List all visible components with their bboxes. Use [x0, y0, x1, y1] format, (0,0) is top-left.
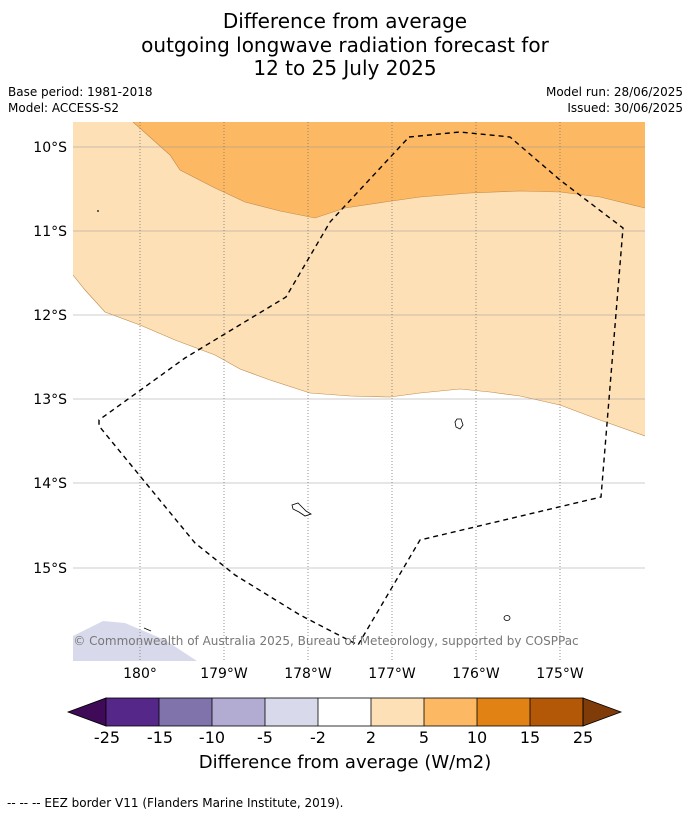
- colorbar-bin-2: [159, 698, 212, 726]
- colorbar-bin-5: [318, 698, 371, 726]
- lon-label-177w: 177°W: [368, 666, 416, 682]
- colorbar-bin-1: [106, 698, 159, 726]
- anomaly-region-2-5: [73, 122, 645, 436]
- lat-label-12s: 12°S: [33, 308, 67, 324]
- lat-label-10s: 10°S: [33, 140, 67, 156]
- island-5: [143, 627, 152, 632]
- lon-label-179w: 179°W: [200, 666, 248, 682]
- lon-label-176w: 176°W: [452, 666, 500, 682]
- model-label: Model: ACCESS-S2: [8, 101, 120, 115]
- lon-label-178w: 178°W: [284, 666, 332, 682]
- island-3: [503, 615, 511, 621]
- colorbar: -25 -15 -10 -5 -2 2 5 10 15 25: [66, 697, 623, 747]
- colorbar-bin-4: [265, 698, 318, 726]
- model-run-label: Model run: 28/06/2025: [545, 85, 683, 99]
- colorbar-extend-low: [66, 697, 107, 727]
- title-line-3: 12 to 25 July 2025: [253, 56, 437, 80]
- colorbar-ticks: -25 -15 -10 -5 -2 2 5 10 15 25: [94, 728, 593, 747]
- colorbar-tick-label: 10: [467, 728, 487, 747]
- lon-label-175w: 175°W: [536, 666, 584, 682]
- eez-border: [98, 131, 624, 646]
- meta-left: Base period: 1981-2018 Model: ACCESS-S2: [8, 84, 153, 116]
- base-period-label: Base period: 1981-2018: [8, 85, 153, 99]
- lat-label-14s: 14°S: [33, 476, 67, 492]
- copyright-text: © Commonwealth of Australia 2025, Bureau…: [73, 634, 578, 648]
- colorbar-tick-label: -10: [199, 728, 225, 747]
- colorbar-bin-3: [212, 698, 265, 726]
- colorbar-tick-label: -25: [94, 728, 120, 747]
- island-2: [291, 502, 312, 517]
- colorbar-extend-high: [582, 697, 623, 727]
- island-1: [454, 418, 464, 430]
- colorbar-dividers: [158, 698, 531, 726]
- colorbar-tick-label: 5: [419, 728, 429, 747]
- colorbar-tick-label: 15: [520, 728, 540, 747]
- title-line-2: outgoing longwave radiation forecast for: [141, 33, 549, 57]
- eez-footnote: -- -- -- EEZ border V11 (Flanders Marine…: [7, 796, 344, 810]
- colorbar-bin-9: [530, 698, 583, 726]
- lon-labels: 180° 179°W 178°W 177°W 176°W 175°W: [123, 666, 584, 682]
- colorbar-tick-label: -5: [257, 728, 273, 747]
- anomaly-region-5-10: [133, 122, 645, 218]
- island-4: [97, 210, 99, 212]
- contour-2: [73, 274, 645, 437]
- meta-right: Model run: 28/06/2025 Issued: 30/06/2025: [546, 84, 683, 116]
- map-plot-area: [73, 122, 645, 661]
- lat-gridlines: [73, 146, 645, 569]
- lat-labels: 10°S 11°S 12°S 13°S 14°S 15°S: [33, 140, 67, 577]
- colorbar-bin-6: [371, 698, 424, 726]
- colorbar-title: Difference from average (W/m2): [198, 752, 492, 773]
- colorbar-tick-label: 2: [366, 728, 376, 747]
- colorbar-tick-label: -2: [310, 728, 326, 747]
- colorbar-bin-8: [477, 698, 530, 726]
- colorbar-tick-label: -15: [147, 728, 173, 747]
- lat-label-13s: 13°S: [33, 392, 67, 408]
- colorbar-bin-7: [424, 698, 477, 726]
- colorbar-tick-label: 25: [573, 728, 593, 747]
- anomaly-region-neg2-neg5: [73, 621, 197, 661]
- lat-label-15s: 15°S: [33, 561, 67, 577]
- title-line-1: Difference from average: [222, 9, 468, 33]
- lat-label-11s: 11°S: [33, 224, 67, 240]
- contour-5: [132, 122, 645, 219]
- lon-label-180: 180°: [123, 666, 157, 682]
- colorbar-outline: [105, 697, 584, 727]
- issued-label: Issued: 30/06/2025: [567, 101, 683, 115]
